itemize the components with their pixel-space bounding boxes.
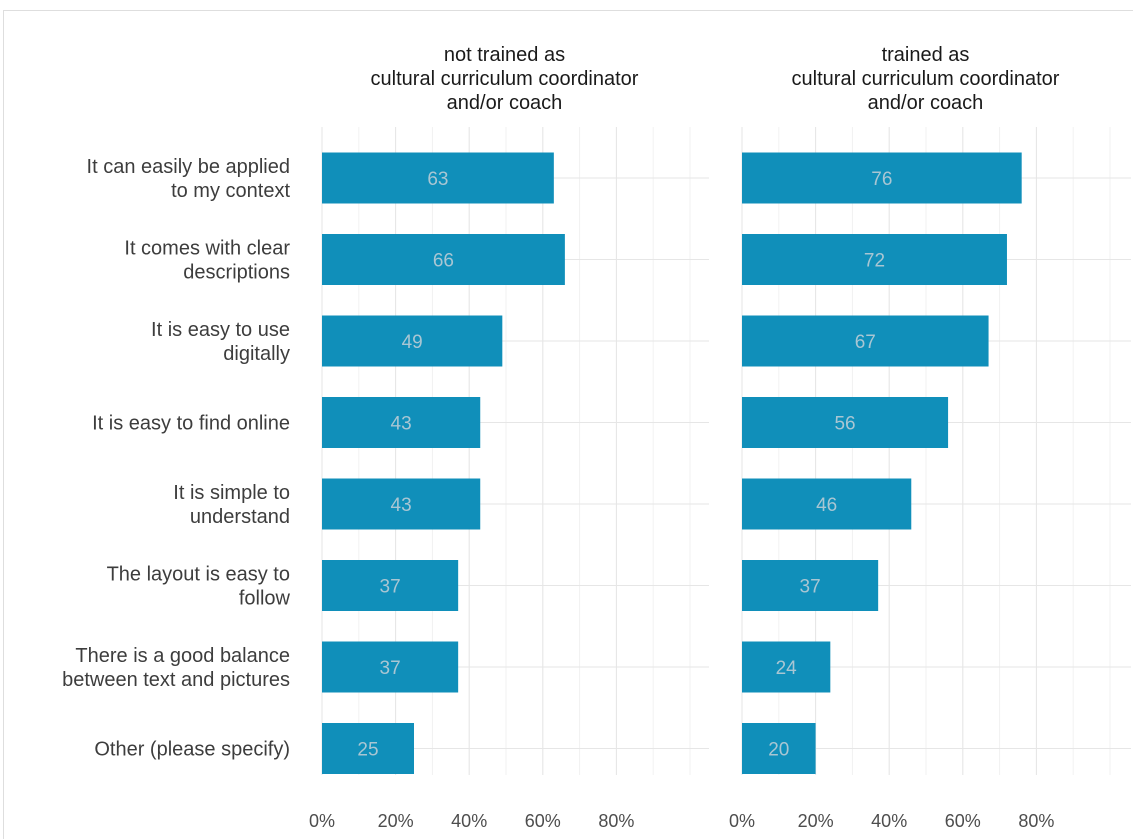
bar-value-label: 49 <box>402 332 423 353</box>
bar <box>322 234 565 285</box>
category-label: It is simple to understand <box>173 482 290 528</box>
category-label: Other (please specify) <box>94 739 290 761</box>
bar <box>742 234 1007 285</box>
facet-panel-2: trained as cultural curriculum coordinato… <box>729 44 1131 831</box>
x-tick-label: 20% <box>378 811 414 831</box>
bar <box>742 641 831 693</box>
facets: not trained as cultural curriculum coordi… <box>309 44 1131 831</box>
bar <box>742 723 816 774</box>
facet-title: trained as cultural curriculum coordinato… <box>792 44 1060 114</box>
category-label: The layout is easy to follow <box>107 564 291 610</box>
bar <box>742 560 879 611</box>
x-tick-label: 0% <box>309 811 335 831</box>
bar <box>322 723 414 774</box>
bar-value-label: 37 <box>800 577 821 598</box>
bar <box>322 397 481 448</box>
x-tick-label: 80% <box>1018 811 1054 831</box>
bar-value-label: 72 <box>864 251 885 272</box>
bar <box>322 560 459 611</box>
x-tick-label: 20% <box>798 811 834 831</box>
bar <box>742 478 912 530</box>
category-label: It is easy to find online <box>92 413 290 435</box>
bar-value-label: 37 <box>380 658 401 679</box>
x-tick-label: 60% <box>525 811 561 831</box>
bar-value-label: 63 <box>427 169 448 190</box>
x-tick-label: 40% <box>451 811 487 831</box>
bar <box>742 397 949 448</box>
bar <box>322 315 503 367</box>
bar <box>322 478 481 530</box>
x-tick-label: 80% <box>598 811 634 831</box>
bar-value-label: 56 <box>834 414 855 435</box>
bar <box>742 315 989 367</box>
bar-value-label: 20 <box>768 740 789 761</box>
bar <box>322 641 459 693</box>
bar-value-label: 66 <box>433 251 454 272</box>
bar-value-label: 25 <box>357 740 378 761</box>
category-labels: It can easily be applied to my context It … <box>62 156 290 761</box>
bar-value-label: 67 <box>855 332 876 353</box>
category-label: It is easy to use digitally <box>151 319 290 365</box>
category-label: It can easily be applied to my context <box>87 156 291 202</box>
x-tick-label: 0% <box>729 811 755 831</box>
bar <box>322 152 554 204</box>
category-label: There is a good balance between text and … <box>62 645 290 691</box>
facet-panel-1: not trained as cultural curriculum coordi… <box>309 44 709 831</box>
facet-title: not trained as cultural curriculum coordi… <box>371 44 639 114</box>
bar-value-label: 43 <box>391 414 412 435</box>
bar-value-label: 46 <box>816 495 837 516</box>
x-tick-label: 40% <box>871 811 907 831</box>
x-tick-label: 60% <box>945 811 981 831</box>
category-label: It comes with clear descriptions <box>124 238 290 284</box>
bar-value-label: 24 <box>776 658 798 679</box>
bar-value-label: 43 <box>391 495 412 516</box>
bar-value-label: 37 <box>380 577 401 598</box>
bar-value-label: 76 <box>871 169 892 190</box>
bar <box>742 152 1022 204</box>
